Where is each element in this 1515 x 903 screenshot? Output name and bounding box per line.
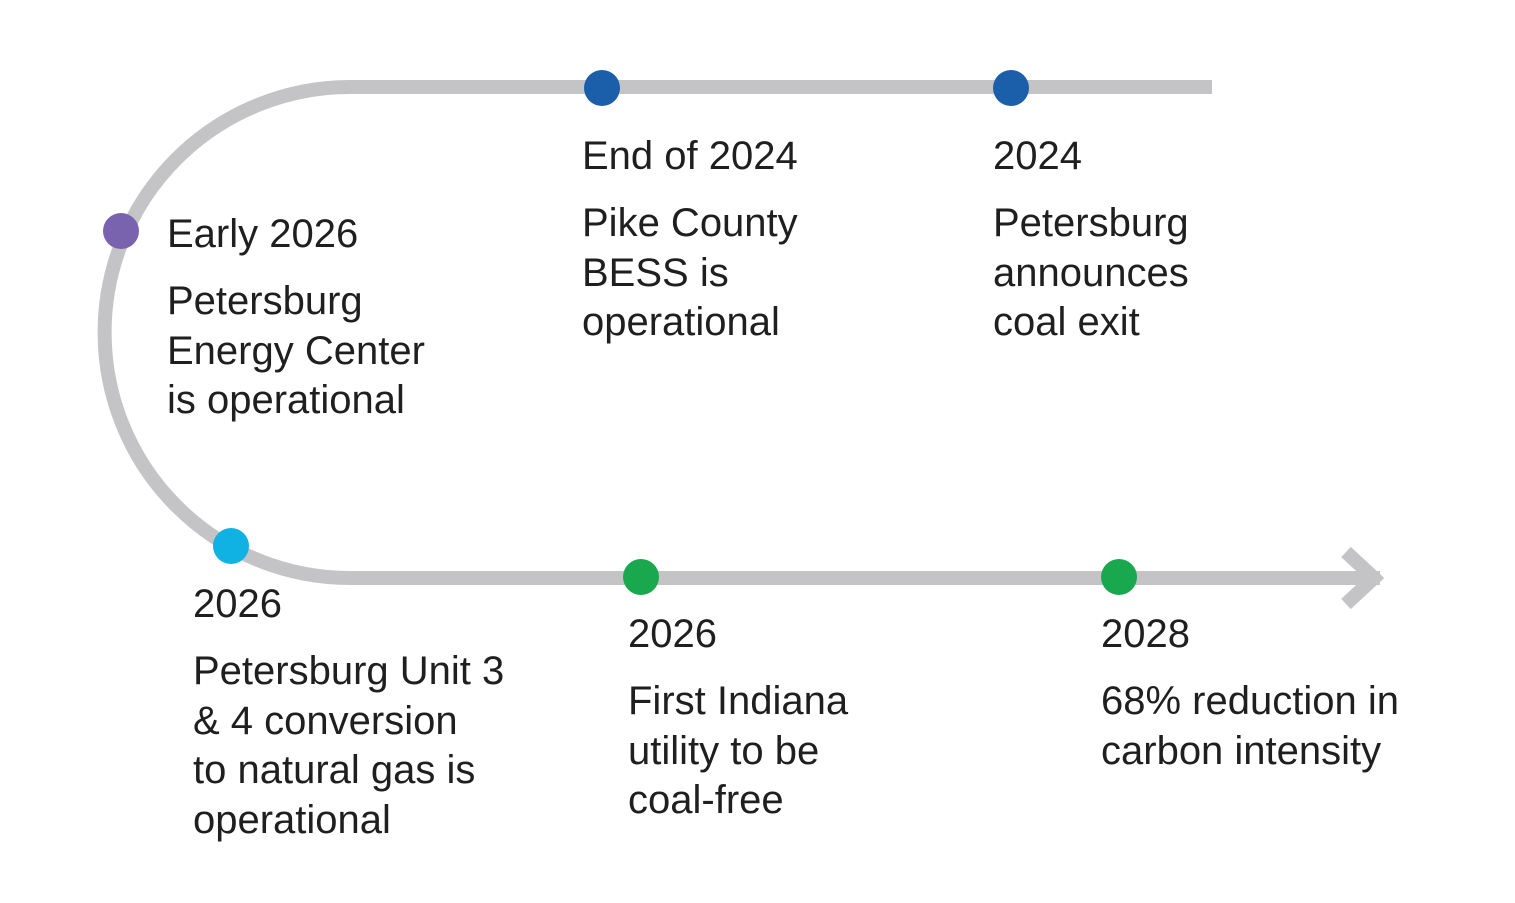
milestone-description: First Indiana utility to be coal-free (628, 679, 849, 823)
milestone-date: 2024 (993, 134, 1082, 178)
milestone-date: End of 2024 (582, 134, 798, 178)
milestone-end-of-2024: End of 2024 Pike County BESS is operatio… (582, 133, 798, 348)
milestone-date: 2026 (628, 612, 717, 656)
milestone-dot-2026-coal-free (623, 559, 659, 595)
milestone-date: 2026 (193, 582, 282, 626)
milestone-2024: 2024 Petersburg announces coal exit (993, 133, 1189, 348)
milestone-2026-conversion: 2026 Petersburg Unit 3 & 4 conversion to… (193, 581, 504, 845)
milestone-description: 68% reduction in carbon intensity (1101, 679, 1399, 773)
milestone-description: Petersburg announces coal exit (993, 201, 1189, 345)
milestone-description: Petersburg Energy Center is operational (167, 279, 425, 423)
milestone-early-2026: Early 2026 Petersburg Energy Center is o… (167, 211, 425, 426)
arrow-head-icon (1341, 546, 1385, 610)
milestone-date: Early 2026 (167, 212, 359, 256)
milestone-dot-2026-conversion (213, 528, 249, 564)
milestone-dot-end-of-2024 (584, 70, 620, 106)
milestone-dot-2028 (1101, 559, 1137, 595)
milestone-dot-2024 (993, 70, 1029, 106)
milestone-description: Pike County BESS is operational (582, 201, 798, 345)
milestone-date: 2028 (1101, 612, 1190, 656)
milestone-2028: 2028 68% reduction in carbon intensity (1101, 611, 1399, 776)
milestone-2026-coal-free: 2026 First Indiana utility to be coal-fr… (628, 611, 848, 826)
milestone-description: Petersburg Unit 3 & 4 conversion to natu… (193, 649, 505, 842)
milestone-dot-early-2026 (103, 213, 139, 249)
